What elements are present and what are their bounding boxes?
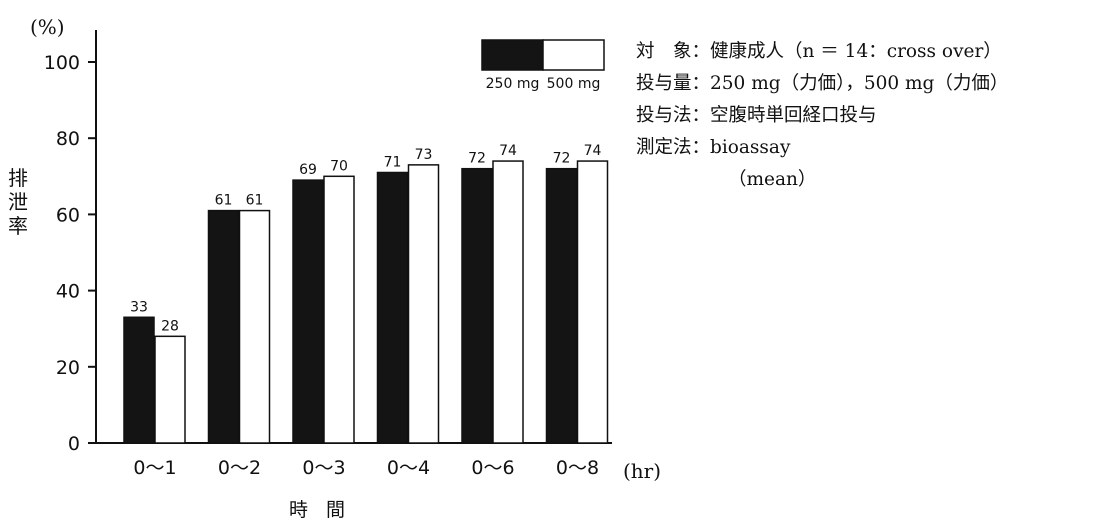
chart-labels: 33 28 61 61 69 70 71 73 72 74 72 74: [130, 143, 601, 334]
bar-value-label: 69: [299, 162, 317, 178]
legend-label: 250 mg: [486, 76, 540, 92]
bar-value-label: 74: [499, 143, 517, 159]
bar-value-label: 33: [130, 299, 148, 315]
bar-value-label: 70: [330, 158, 348, 174]
y-axis-label: 排泄率: [8, 166, 28, 238]
info-assay: 測定法：bioassay: [636, 137, 791, 158]
y-axis-unit: (%): [30, 15, 65, 39]
bar-series2: [576, 160, 609, 444]
info-note: （mean）: [728, 169, 817, 190]
bar-series1: [545, 167, 578, 444]
info-dose: 投与量：250 mg（力価），500 mg（力価）: [636, 73, 1009, 94]
bar-value-label: 61: [246, 193, 264, 209]
study-info: 対 象：健康成人（n ＝ 14：cross over） 投与量：250 mg（力…: [636, 36, 1008, 196]
bar-series2: [323, 175, 355, 444]
bar-series2: [238, 209, 271, 444]
info-method: 投与法：空腹時単回経口投与: [636, 105, 877, 126]
bar-value-label: 72: [553, 151, 571, 167]
bar-value-label: 28: [161, 318, 179, 334]
x-tick-label: 0～4: [387, 457, 430, 479]
bar-series1: [292, 179, 324, 444]
legend-swatch-series1: [481, 39, 544, 71]
x-axis-label: 時間: [289, 499, 363, 521]
y-tick-label: 100: [44, 52, 80, 74]
y-tick-label: 0: [68, 433, 80, 455]
bar-series1: [207, 209, 240, 444]
info-subject: 対 象：健康成人（n ＝ 14：cross over）: [636, 41, 1002, 62]
y-tick-label: 40: [56, 281, 80, 303]
x-tick-label: 0～2: [218, 457, 261, 479]
x-tick-label: 0～6: [471, 457, 514, 479]
legend-swatch-series2: [542, 39, 605, 71]
chart-axes: 0 20 40 60 80 100 (%) 排泄率 0～1 0～2 0～3 0～4 0～6 0～8 (hr)…: [8, 15, 661, 521]
bar-value-label: 61: [215, 193, 233, 209]
chart-bars: [123, 160, 609, 444]
x-tick-label: 0～8: [556, 457, 599, 479]
bar-series1: [123, 316, 155, 444]
y-tick-label: 20: [56, 357, 80, 379]
bar-value-label: 74: [584, 143, 602, 159]
bar-series2: [492, 160, 524, 444]
bar-series2: [407, 164, 440, 444]
legend-label: 500 mg: [547, 76, 601, 92]
bar-value-label: 72: [468, 151, 486, 167]
bar-series1: [376, 171, 409, 444]
x-axis-unit: (hr): [623, 459, 661, 483]
bar-series2: [154, 335, 186, 444]
y-tick-label: 80: [56, 128, 80, 150]
y-tick-label: 60: [56, 204, 80, 226]
legend: 250 mg 500 mg: [481, 39, 605, 92]
x-tick-label: 0～1: [133, 457, 176, 479]
x-tick-label: 0～3: [302, 457, 345, 479]
bar-value-label: 71: [384, 154, 402, 170]
bar-series1: [461, 167, 493, 444]
bar-value-label: 73: [415, 147, 433, 163]
